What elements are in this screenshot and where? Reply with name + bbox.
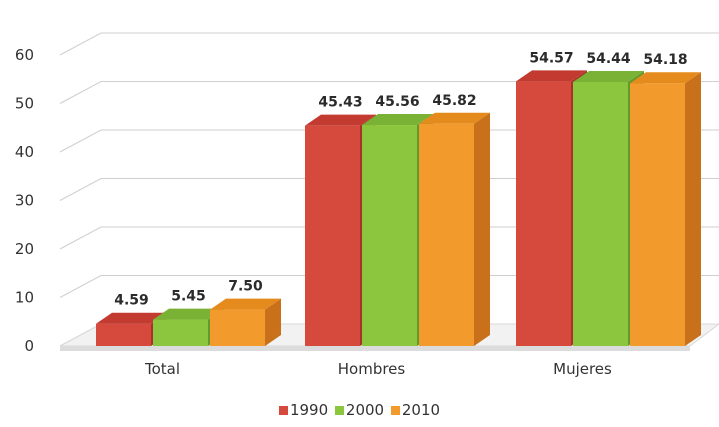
legend-swatch-2010 <box>390 406 400 415</box>
y-tick-label: 20 <box>15 240 34 258</box>
bar-front <box>362 125 417 346</box>
gridline <box>59 178 719 201</box>
data-label: 5.45 <box>171 289 206 305</box>
legend-label-2010: 2010 <box>401 401 441 419</box>
gridline <box>59 129 719 153</box>
bar-hombres-2010 <box>419 112 490 346</box>
floor-edge <box>60 346 690 351</box>
gridline <box>59 275 719 298</box>
y-tick-label: 0 <box>24 337 34 355</box>
bar-side <box>265 298 281 346</box>
bars <box>96 70 701 347</box>
bar-front <box>630 83 685 347</box>
y-tick-label: 60 <box>15 46 34 64</box>
bar-total-2010 <box>210 298 281 346</box>
y-tick-label: 30 <box>15 192 34 210</box>
data-label: 7.50 <box>228 279 263 295</box>
bar-front <box>305 125 360 347</box>
y-axis-ticks: 0 10 20 30 40 50 60 <box>15 46 34 355</box>
legend-swatch-2000 <box>334 406 344 415</box>
bar-front <box>573 81 628 346</box>
category-label-mujeres: Mujeres <box>553 360 612 378</box>
y-tick-label: 40 <box>15 143 34 161</box>
y-tick-label: 50 <box>15 95 34 113</box>
data-label: 45.82 <box>432 93 476 109</box>
gridline <box>59 32 719 56</box>
bar-top <box>573 70 644 82</box>
bar-front <box>96 323 151 346</box>
bar-top <box>362 114 433 126</box>
data-label: 45.56 <box>375 94 419 110</box>
data-label: 54.18 <box>643 52 687 68</box>
bar-top <box>630 72 701 84</box>
bar-front <box>153 319 208 346</box>
bar-top <box>419 112 490 124</box>
y-tick-label: 10 <box>15 289 34 307</box>
gridlines <box>59 32 719 347</box>
bar-top <box>96 312 167 324</box>
bar-top <box>516 70 587 82</box>
legend-label-2000: 2000 <box>345 401 385 419</box>
gridline <box>59 81 719 104</box>
gridline <box>59 226 719 250</box>
legend-item-2000: 2000 <box>334 401 385 419</box>
data-label: 4.59 <box>114 293 149 309</box>
bar-mujeres-2010 <box>630 72 701 347</box>
bar-front <box>516 81 571 346</box>
legend-item-1990: 1990 <box>278 401 329 419</box>
bar-chart: 0 10 20 30 40 50 60 4.59 5.45 7.50 45.43 45.56 45.8… <box>15 32 719 378</box>
data-labels: 4.59 5.45 7.50 45.43 45.56 45.82 54.57 54.44 54.… <box>114 50 687 308</box>
x-axis-categories: Total Hombres Mujeres <box>144 360 612 378</box>
category-label-total: Total <box>144 360 180 378</box>
legend-label-1990: 1990 <box>289 401 329 419</box>
bar-side <box>685 72 701 347</box>
data-label: 54.44 <box>586 51 631 67</box>
category-label-hombres: Hombres <box>338 360 406 378</box>
bar-front <box>210 309 265 346</box>
bar-top <box>305 114 376 126</box>
data-label: 54.57 <box>529 50 573 66</box>
bar-top <box>210 298 281 310</box>
bar-front <box>419 123 474 346</box>
legend-swatch-1990 <box>278 406 288 415</box>
bar-top <box>153 308 224 320</box>
legend-item-2010: 2010 <box>390 401 441 419</box>
bar-side <box>474 112 490 346</box>
legend: 1990 2000 2010 <box>0 401 719 419</box>
data-label: 45.43 <box>318 95 362 111</box>
